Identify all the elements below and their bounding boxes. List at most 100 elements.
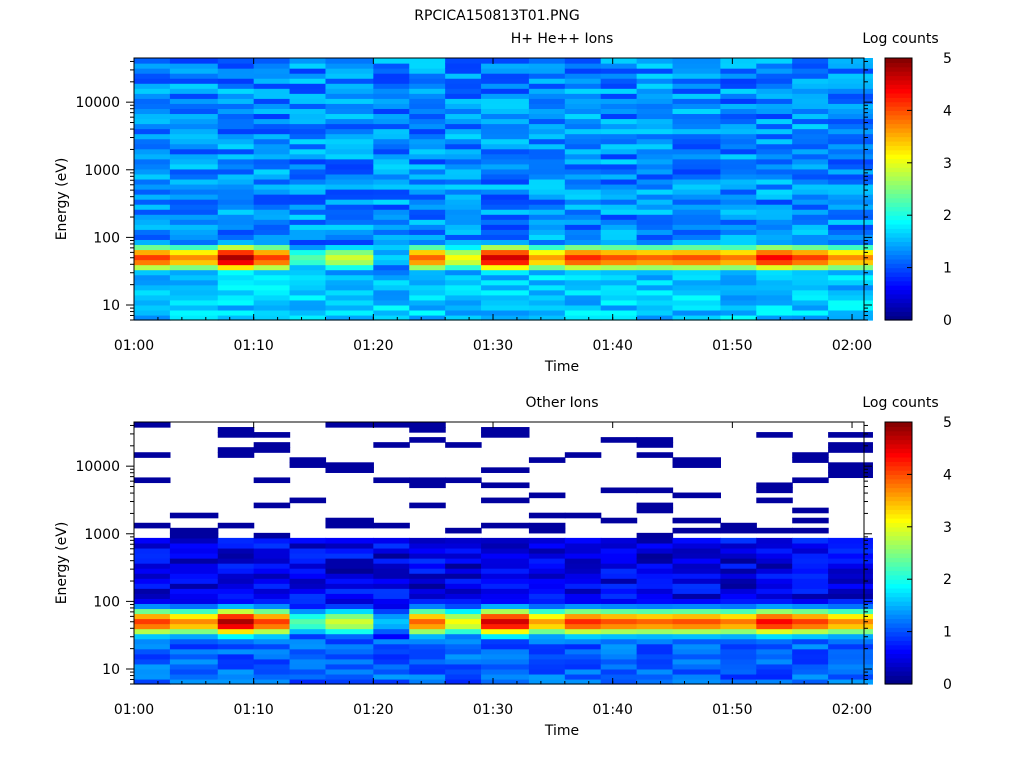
heatmap-cell [325,229,374,235]
heatmap-cell [253,128,291,135]
heatmap-cell [445,578,482,584]
heatmap-cell [409,259,446,266]
colorbar-swatch [885,622,912,628]
colorbar-swatch [885,140,912,146]
heatmap-cell [828,158,873,165]
x-tick-label: 01:50 [712,702,752,718]
heatmap-cell [409,108,446,115]
heatmap-cell [253,259,291,266]
heatmap-cell [636,93,674,99]
heatmap-cell [409,422,446,428]
heatmap-cell [600,668,638,675]
heatmap-cell [672,219,721,225]
heatmap-cell [756,527,793,534]
heatmap-cell [169,204,219,210]
heatmap-cell [528,63,566,69]
colorbar-swatch [885,110,912,116]
colorbar-swatch [885,474,912,480]
heatmap-cell [672,63,721,69]
heatmap-cell [828,289,873,296]
heatmap-cell [253,633,291,640]
heatmap-cell [792,294,829,301]
heatmap-cell [253,168,291,175]
heatmap-cell [792,623,829,630]
heatmap-cell [756,284,793,291]
heatmap-cell [600,219,638,225]
heatmap-cell [672,537,721,544]
colorbar-swatch [885,92,912,98]
heatmap-cell [600,83,638,89]
heatmap-cell [217,658,255,665]
heatmap-cell [134,153,171,160]
heatmap-cell [600,653,638,660]
heatmap-cell [289,194,327,200]
heatmap-cell [756,58,793,64]
heatmap-cell [756,668,793,675]
heatmap-cell [720,224,757,230]
heatmap-cell [600,173,638,180]
heatmap-cell [289,239,327,246]
heatmap-cell [528,527,566,534]
heatmap-cell [373,563,410,569]
heatmap-cell [481,482,530,489]
heatmap-cell [600,593,638,599]
heatmap-cell [134,299,171,306]
heatmap-cell [253,477,291,484]
heatmap-cell [409,88,446,94]
heatmap-cell [481,173,530,180]
colorbar-swatch [885,298,912,304]
colorbar-swatch [885,513,912,519]
heatmap-cell [756,653,793,660]
heatmap-cell [720,314,757,321]
heatmap-cell [325,103,374,109]
heatmap-cell [720,58,757,64]
heatmap-cell [217,103,255,109]
heatmap-cell [217,93,255,99]
colorbar-swatch [885,500,912,506]
heatmap-cell [828,603,873,610]
heatmap-cell [373,259,410,266]
heatmap-cell [720,598,757,604]
heatmap-cell [528,628,566,635]
colorbar-swatch [885,106,912,111]
heatmap-cell [792,638,829,645]
x-tick-label: 02:00 [832,702,872,718]
heatmap-cell [481,658,530,665]
heatmap-cell [720,284,757,291]
heatmap-cell [564,163,602,170]
colorbar-swatch [885,184,912,190]
heatmap-cell [134,68,171,74]
heatmap-cell [600,633,638,640]
heatmap-cell [672,663,721,670]
heatmap-cell [445,214,482,220]
heatmap-cell [720,542,757,549]
heatmap-cell [481,73,530,79]
heatmap-cell [373,244,410,251]
heatmap-cell [672,673,721,680]
heatmap-cell [217,294,255,301]
heatmap-cell [134,194,171,200]
heatmap-cell [409,289,446,296]
heatmap-cell [792,618,829,625]
heatmap-cell [134,108,171,115]
heatmap-cell [756,432,793,438]
heatmap-cell [481,133,530,140]
heatmap-cell [373,234,410,240]
heatmap-cell [134,123,171,130]
heatmap-cell [325,522,374,529]
heatmap-cell [325,304,374,311]
heatmap-cell [289,613,327,620]
heatmap-cell [289,68,327,74]
heatmap-cell [169,219,219,225]
heatmap-cell [564,668,602,675]
heatmap-cell [720,593,757,599]
heatmap-cell [289,264,327,271]
heatmap-cell [636,442,674,448]
heatmap-cell [169,214,219,220]
colorbar-swatch [885,535,912,541]
heatmap-cell [169,118,219,125]
heatmap-cell [481,204,530,210]
heatmap-cell [828,568,873,574]
heatmap-cell [409,663,446,670]
heatmap-cell [672,58,721,64]
